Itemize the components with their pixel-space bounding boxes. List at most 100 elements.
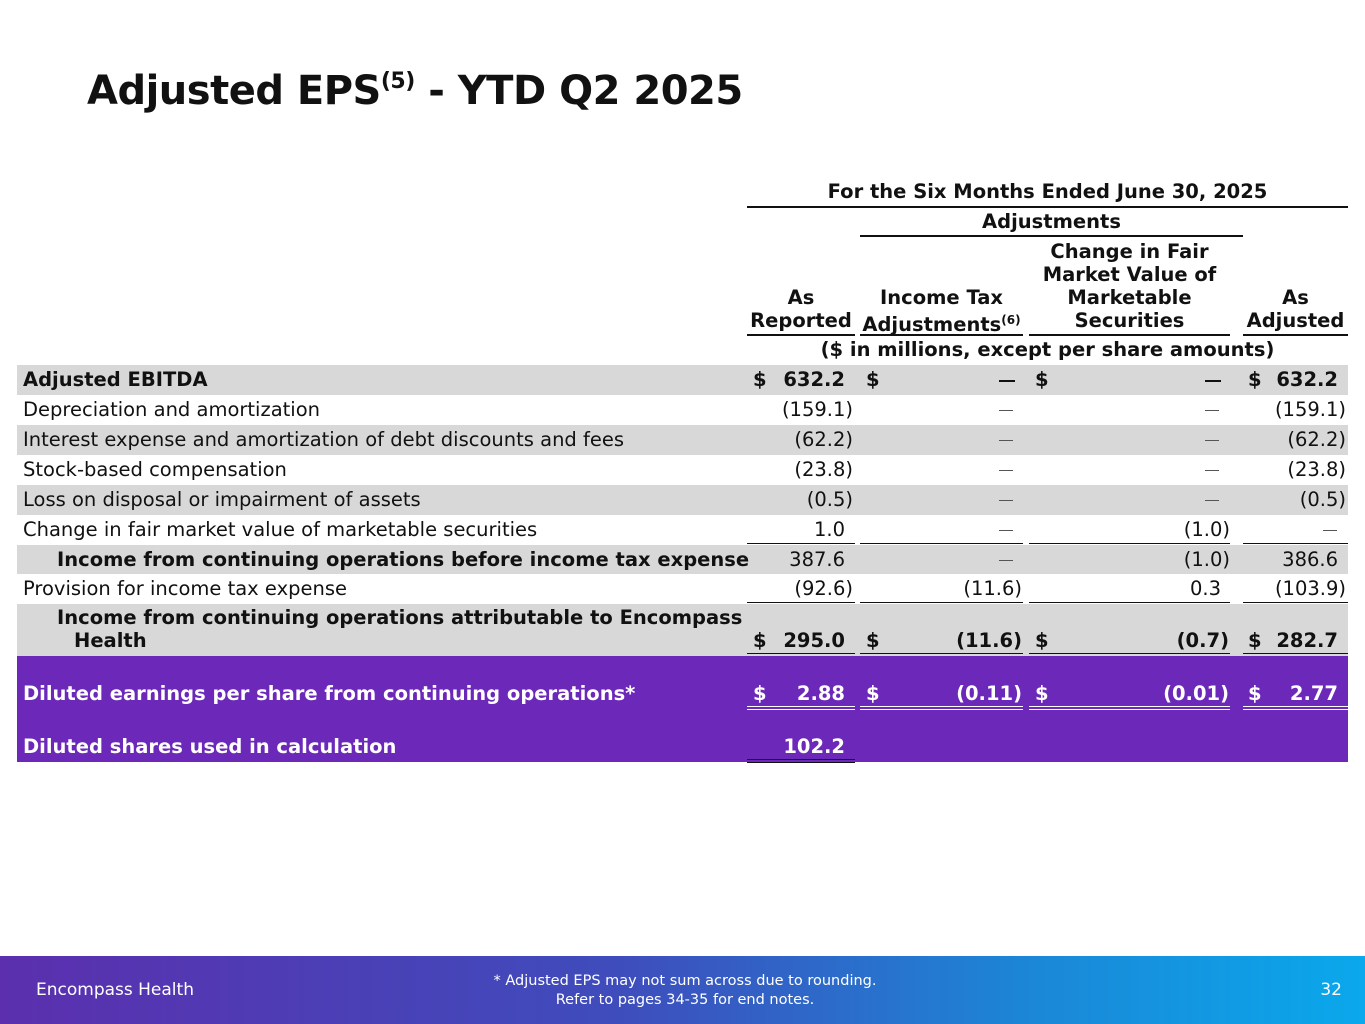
income-tax-dash [999, 440, 1013, 441]
as-reported-value: 632.2 [783, 368, 845, 391]
dollar-sign: $ [753, 682, 767, 705]
units-note: ($ in millions, except per share amounts… [820, 338, 1275, 361]
dollar-sign: $ [866, 368, 880, 391]
row-label-continued: Health [74, 629, 147, 652]
footer-note-rounding: * Adjusted EPS may not sum across due to… [493, 973, 877, 989]
footer-bar: Encompass Health * Adjusted EPS may not … [0, 956, 1365, 1024]
col-header-income-tax: Income Tax Adjustments(6) [862, 286, 1021, 336]
subtotal-rule [1029, 602, 1230, 603]
as-adjusted-value: (159.1) [1274, 398, 1346, 421]
fmv-dash [1205, 440, 1219, 441]
as-reported-value: (62.2) [794, 428, 853, 451]
fmv-value: (1.0) [1183, 518, 1230, 541]
col-rule [747, 334, 855, 336]
row-label: Adjusted EBITDA [23, 368, 208, 391]
footer-note: * Adjusted EPS may not sum across due to… [430, 972, 940, 1010]
row-label: Stock-based compensation [23, 458, 287, 481]
eps-double-rule [747, 706, 855, 710]
subtotal-rule [1243, 543, 1348, 544]
dollar-sign: $ [1248, 682, 1262, 705]
income-tax-dash [999, 560, 1013, 561]
as-adjusted-value: 282.7 [1276, 629, 1338, 652]
table-row: Stock-based compensation (23.8) (23.8) [17, 455, 1348, 485]
subtotal-rule [747, 602, 855, 603]
as-adjusted-value: 632.2 [1276, 368, 1338, 391]
as-adjusted-dash [1323, 530, 1337, 531]
as-reported-value: (159.1) [781, 398, 853, 421]
dollar-sign: $ [1035, 368, 1049, 391]
as-reported-value: 295.0 [783, 629, 845, 652]
as-adjusted-eps: 2.77 [1289, 682, 1338, 705]
table-row: Income from continuing operations attrib… [17, 604, 1348, 657]
income-tax-value: (11.6) [956, 629, 1022, 652]
col-rule [1243, 334, 1348, 336]
fmv-dash [1205, 470, 1219, 471]
footer-brand: Encompass Health [36, 980, 194, 1000]
dollar-sign: $ [753, 368, 767, 391]
title-footnote-ref: (5) [380, 69, 415, 94]
dollar-sign: $ [866, 629, 880, 652]
table-row: Income from continuing operations before… [17, 545, 1348, 574]
subtotal-rule [1243, 602, 1348, 603]
row-label: Loss on disposal or impairment of assets [23, 488, 421, 511]
subtotal-rule [1029, 543, 1230, 544]
eps-highlight-band: Diluted earnings per share from continui… [17, 656, 1348, 762]
as-reported-eps: 2.88 [796, 682, 845, 705]
adjustments-rule [860, 235, 1243, 237]
table-row: Interest expense and amortization of deb… [17, 425, 1348, 455]
table-row: Change in fair market value of marketabl… [17, 515, 1348, 545]
income-tax-value: (11.6) [963, 577, 1022, 600]
as-adjusted-value: (62.2) [1287, 428, 1346, 451]
table-row: Depreciation and amortization (159.1) (1… [17, 395, 1348, 425]
income-tax-dash [999, 530, 1013, 531]
fmv-value: (0.7) [1176, 629, 1229, 652]
as-adjusted-value: (0.5) [1299, 488, 1346, 511]
shares-double-rule [747, 759, 855, 763]
dollar-sign: $ [1035, 629, 1049, 652]
col-rule [1029, 334, 1230, 336]
subtotal-rule [860, 543, 1023, 544]
income-tax-dash [999, 500, 1013, 501]
dollar-sign: $ [1035, 682, 1049, 705]
eps-double-rule [1243, 706, 1348, 710]
col-header-fmv: Change in Fair Market Value of Marketable S… [1042, 240, 1217, 332]
eps-double-rule [860, 706, 1023, 710]
row-label-diluted-shares: Diluted shares used in calculation [23, 735, 397, 758]
row-label: Provision for income tax expense [23, 577, 348, 600]
fmv-value: 0.3 [1189, 577, 1221, 600]
title-main: Adjusted EPS [87, 68, 381, 114]
as-adjusted-value: 386.6 [1282, 548, 1338, 571]
dollar-sign: $ [1248, 629, 1262, 652]
col-header-as-adjusted: As Adjusted [1246, 286, 1345, 332]
page-number: 32 [1320, 980, 1342, 1000]
income-tax-dash [999, 410, 1013, 411]
subtotal-rule [860, 602, 1023, 603]
as-reported-value: 387.6 [789, 548, 845, 571]
title-period: - YTD Q2 2025 [414, 68, 743, 114]
row-label: Income from continuing operations before… [57, 548, 750, 571]
income-tax-dash [999, 380, 1015, 382]
row-label: Interest expense and amortization of deb… [23, 428, 625, 451]
income-tax-dash [999, 470, 1013, 471]
fmv-dash [1205, 380, 1221, 382]
as-adjusted-value: (23.8) [1287, 458, 1346, 481]
adjustments-header: Adjustments [982, 210, 1121, 233]
diluted-shares-value: 102.2 [783, 735, 845, 758]
as-reported-value: (92.6) [794, 577, 853, 600]
footer-note-endnotes: Refer to pages 34-35 for end notes. [555, 992, 815, 1008]
eps-double-rule [1029, 706, 1230, 710]
row-label: Income from continuing operations attrib… [57, 606, 743, 629]
row-label: Change in fair market value of marketabl… [23, 518, 538, 541]
as-reported-value: 1.0 [813, 518, 845, 541]
period-rule [747, 206, 1348, 208]
col-rule [860, 334, 1023, 336]
row-label: Depreciation and amortization [23, 398, 320, 421]
dollar-sign: $ [753, 629, 767, 652]
fmv-dash [1205, 500, 1219, 501]
dollar-sign: $ [866, 682, 880, 705]
fmv-value: (1.0) [1183, 548, 1230, 571]
dollar-sign: $ [1248, 368, 1262, 391]
table-row: Adjusted EBITDA $ 632.2 $ $ $ 632.2 [17, 365, 1348, 395]
page-title: Adjusted EPS(5) - YTD Q2 2025 [87, 68, 743, 114]
as-reported-value: (23.8) [794, 458, 853, 481]
